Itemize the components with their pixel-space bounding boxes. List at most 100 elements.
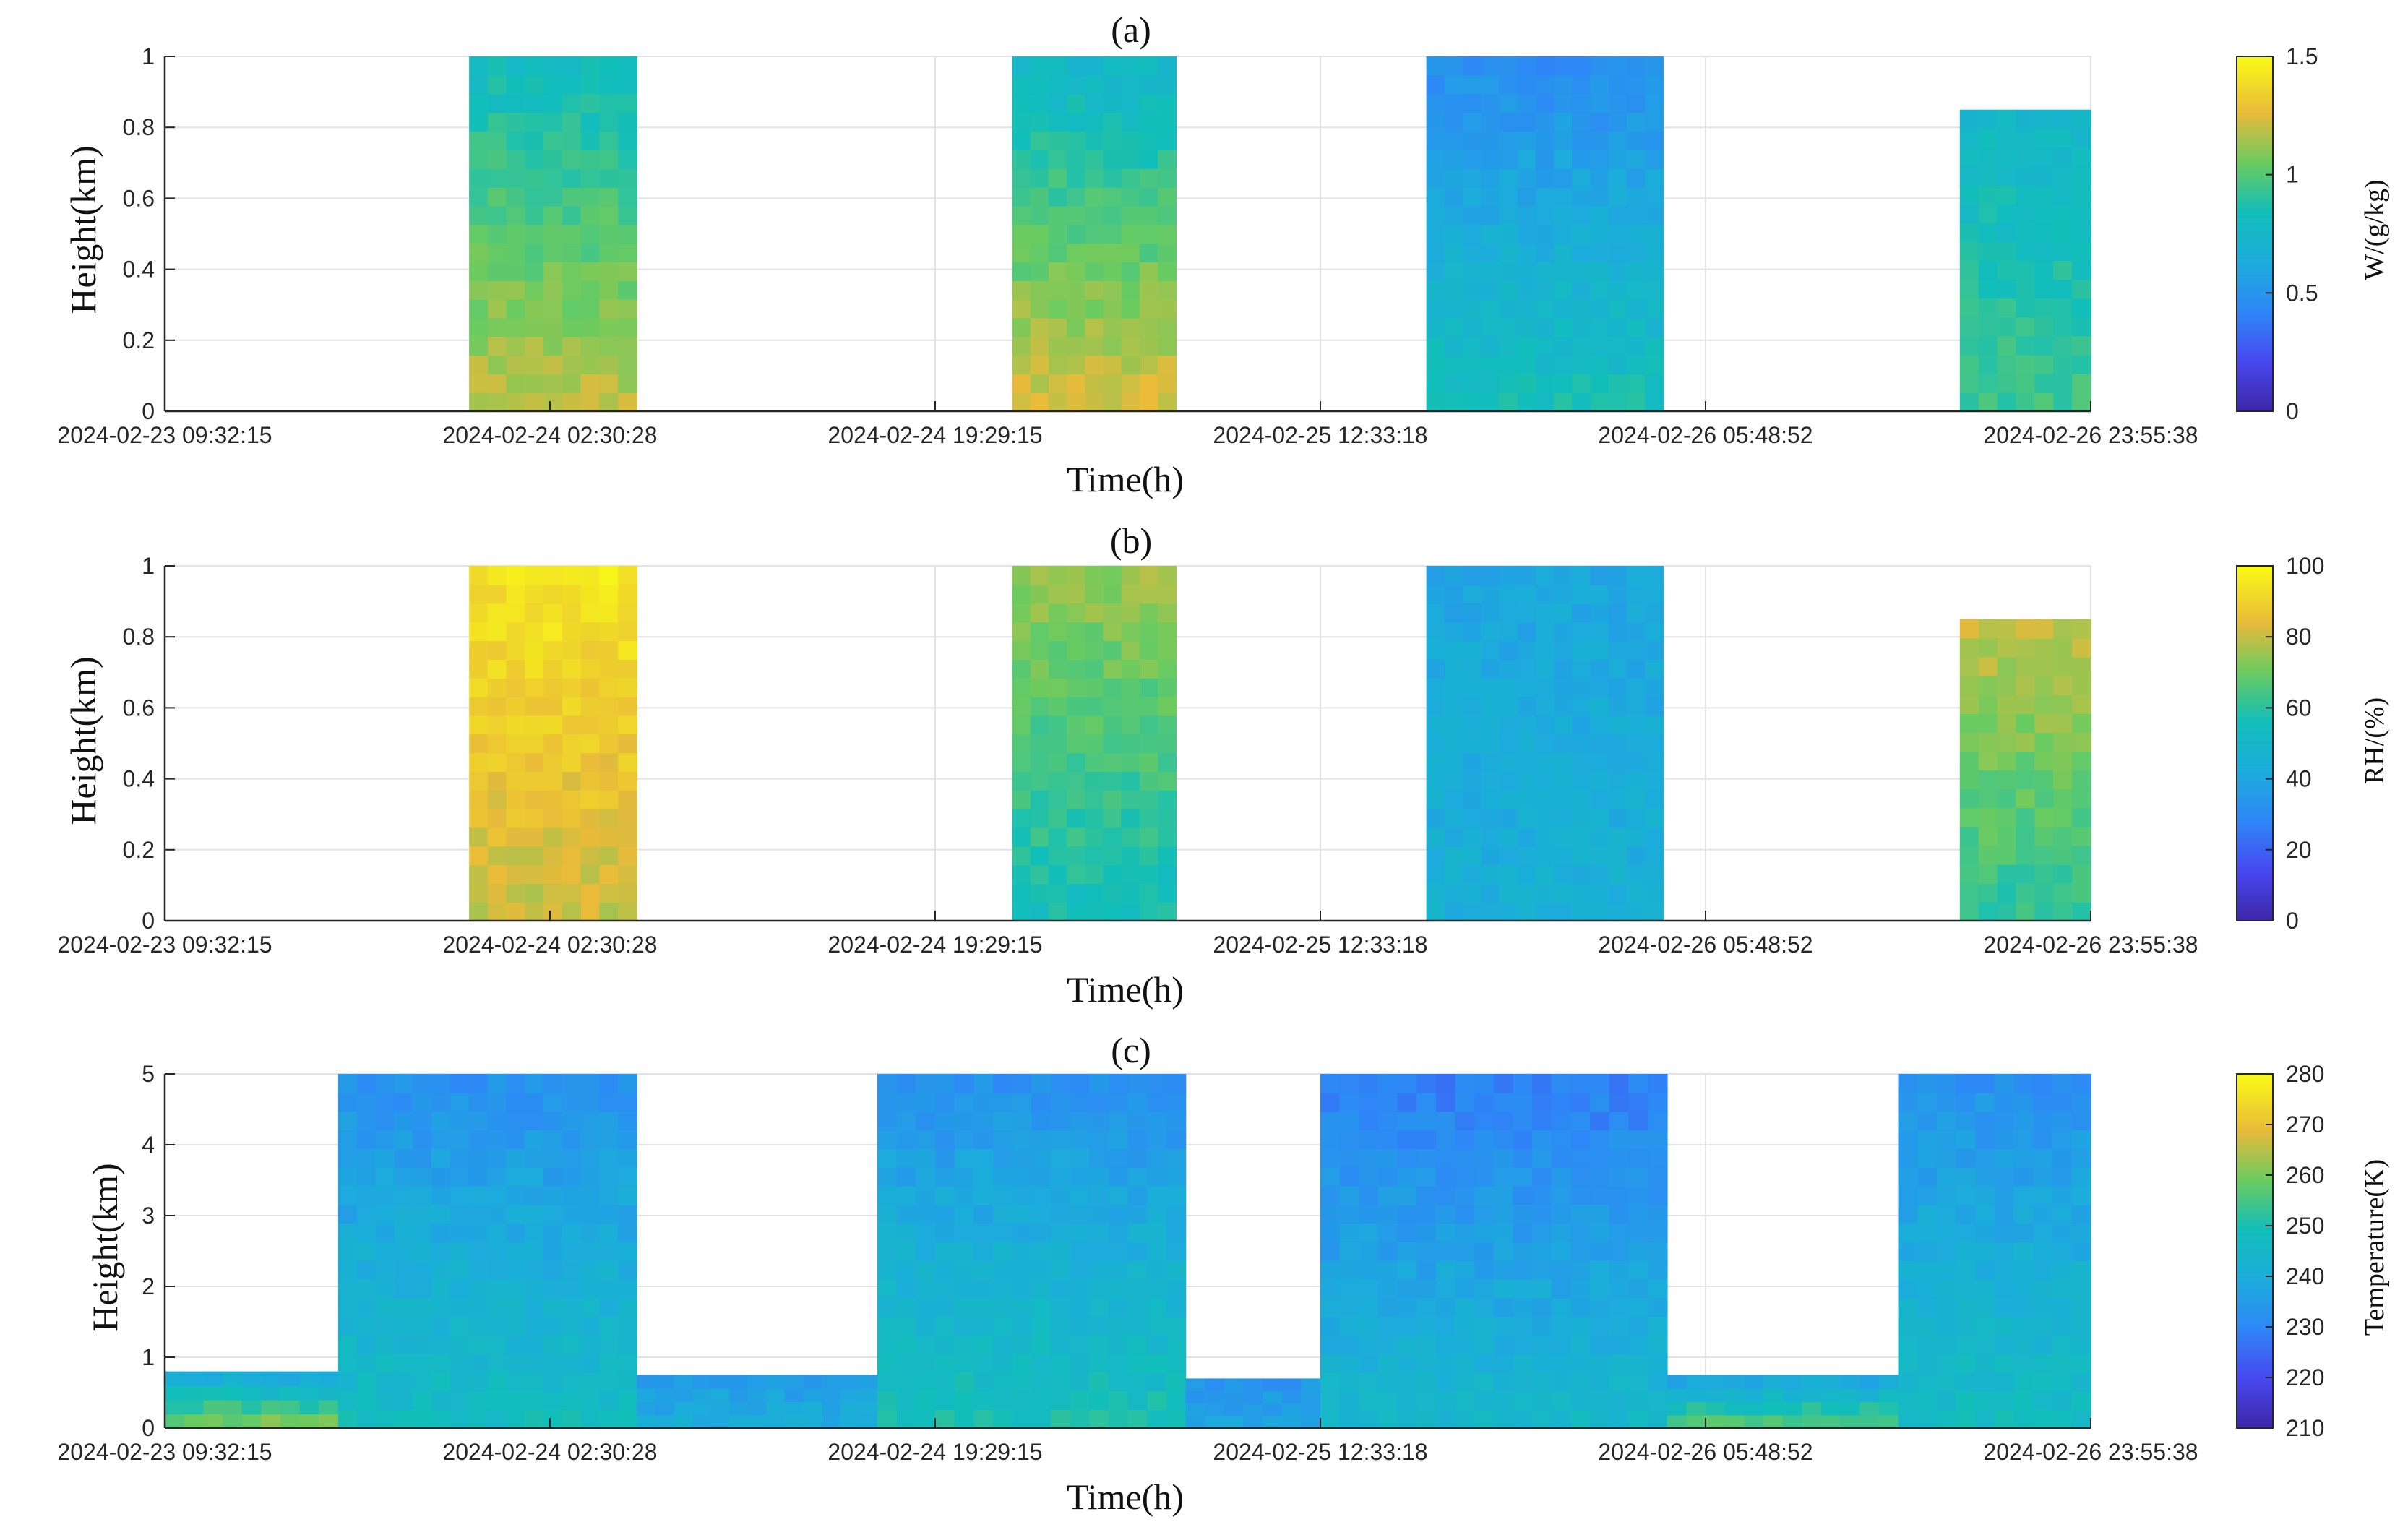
panel-2-data-block-2 — [636, 1375, 878, 1429]
heatmap-cell — [973, 1092, 994, 1112]
heatmap-cell — [1517, 262, 1536, 281]
heatmap-cell — [1378, 1390, 1398, 1410]
heatmap-cell — [1301, 1378, 1321, 1392]
heatmap-cell — [1499, 659, 1518, 679]
heatmap-cell — [973, 1242, 994, 1261]
heatmap-cell — [1782, 1414, 1802, 1429]
heatmap-cell — [580, 131, 601, 150]
heatmap-cell — [1997, 109, 2017, 129]
heatmap-cell — [1031, 1260, 1052, 1280]
heatmap-cell — [1121, 752, 1140, 772]
heatmap-cell — [487, 1278, 507, 1299]
heatmap-cell — [1426, 584, 1445, 604]
heatmap-cell — [431, 1409, 451, 1429]
heatmap-cell — [1590, 846, 1609, 866]
heatmap-cell — [299, 1385, 320, 1401]
heatmap-cell — [1572, 186, 1591, 207]
heatmap-cell — [618, 696, 637, 716]
heatmap-cell — [1994, 1278, 2015, 1299]
heatmap-cell — [1455, 1242, 1476, 1261]
heatmap-cell — [1048, 243, 1067, 262]
heatmap-cell — [674, 1414, 693, 1429]
heatmap-cell — [599, 1092, 619, 1112]
heatmap-cell — [2016, 732, 2036, 752]
heatmap-cell — [1108, 1353, 1129, 1373]
heatmap-cell — [1455, 1166, 1476, 1187]
heatmap-cell — [580, 1372, 601, 1392]
heatmap-cell — [580, 1130, 601, 1149]
heatmap-cell — [1481, 317, 1500, 337]
heatmap-cell — [1067, 262, 1086, 281]
heatmap-cell — [1012, 566, 1031, 585]
heatmap-cell — [1959, 656, 1979, 676]
heatmap-cell — [1030, 566, 1049, 585]
heatmap-cell — [1997, 354, 2017, 374]
heatmap-cell — [468, 1372, 489, 1392]
heatmap-cell — [1103, 790, 1122, 809]
heatmap-cell — [337, 1204, 358, 1224]
y-tick-label: 0.2 — [123, 837, 155, 863]
heatmap-cell — [1435, 1166, 1456, 1187]
heatmap-cell — [1455, 1335, 1476, 1354]
heatmap-cell — [1572, 790, 1591, 809]
heatmap-cell — [1339, 1372, 1360, 1392]
heatmap-cell — [1444, 846, 1463, 866]
heatmap-cell — [618, 298, 637, 319]
heatmap-cell — [599, 243, 619, 262]
heatmap-cell — [1012, 659, 1031, 679]
heatmap-cell — [935, 1223, 955, 1242]
heatmap-cell — [394, 1409, 413, 1429]
heatmap-cell — [599, 640, 619, 660]
heatmap-cell — [1444, 168, 1463, 188]
heatmap-cell — [993, 1297, 1013, 1317]
heatmap-cell — [1997, 770, 2017, 790]
heatmap-cell — [580, 150, 601, 169]
heatmap-cell — [487, 56, 507, 76]
heatmap-cell — [2071, 1223, 2091, 1242]
heatmap-cell — [337, 1260, 358, 1280]
heatmap-cell — [394, 1166, 413, 1187]
heatmap-cell — [1378, 1074, 1398, 1093]
heatmap-cell — [1426, 131, 1445, 150]
heatmap-cell — [1572, 262, 1591, 281]
heatmap-cell — [1426, 224, 1445, 244]
heatmap-cell — [1608, 112, 1627, 132]
heatmap-cell — [1378, 1185, 1398, 1205]
heatmap-cell — [877, 1185, 898, 1205]
heatmap-cell — [1012, 1166, 1033, 1187]
heatmap-cell — [1474, 1242, 1495, 1261]
heatmap-cell — [973, 1390, 994, 1410]
heatmap-cell — [1139, 808, 1158, 828]
heatmap-cell — [1121, 566, 1140, 585]
heatmap-cell — [450, 1278, 470, 1299]
heatmap-cell — [1397, 1223, 1418, 1242]
heatmap-cell — [2053, 807, 2073, 827]
heatmap-cell — [1463, 734, 1482, 754]
heatmap-cell — [1263, 1415, 1283, 1429]
heatmap-cell — [1570, 1260, 1591, 1280]
heatmap-cell — [1121, 902, 1140, 921]
heatmap-cell — [356, 1278, 377, 1299]
heatmap-cell — [1551, 1390, 1572, 1410]
heatmap-cell — [1012, 734, 1031, 754]
heatmap-cell — [1590, 1166, 1610, 1187]
heatmap-cell — [562, 74, 582, 95]
heatmap-cell — [487, 1185, 507, 1205]
heatmap-cell — [1067, 790, 1086, 809]
heatmap-cell — [562, 1297, 582, 1317]
heatmap-cell — [261, 1399, 281, 1415]
heatmap-cell — [1339, 1185, 1360, 1205]
heatmap-cell — [1030, 846, 1049, 866]
heatmap-cell — [1030, 243, 1049, 262]
heatmap-cell — [1532, 1074, 1552, 1093]
heatmap-cell — [877, 1409, 898, 1429]
heatmap-cell — [469, 112, 489, 132]
heatmap-cell — [1554, 603, 1573, 623]
heatmap-cell — [1127, 1092, 1148, 1112]
heatmap-cell — [1936, 1242, 1957, 1261]
heatmap-cell — [1085, 790, 1104, 809]
heatmap-cell — [599, 1148, 619, 1168]
heatmap-cell — [973, 1409, 994, 1429]
heatmap-cell — [1030, 392, 1049, 412]
heatmap-cell — [1481, 355, 1500, 375]
